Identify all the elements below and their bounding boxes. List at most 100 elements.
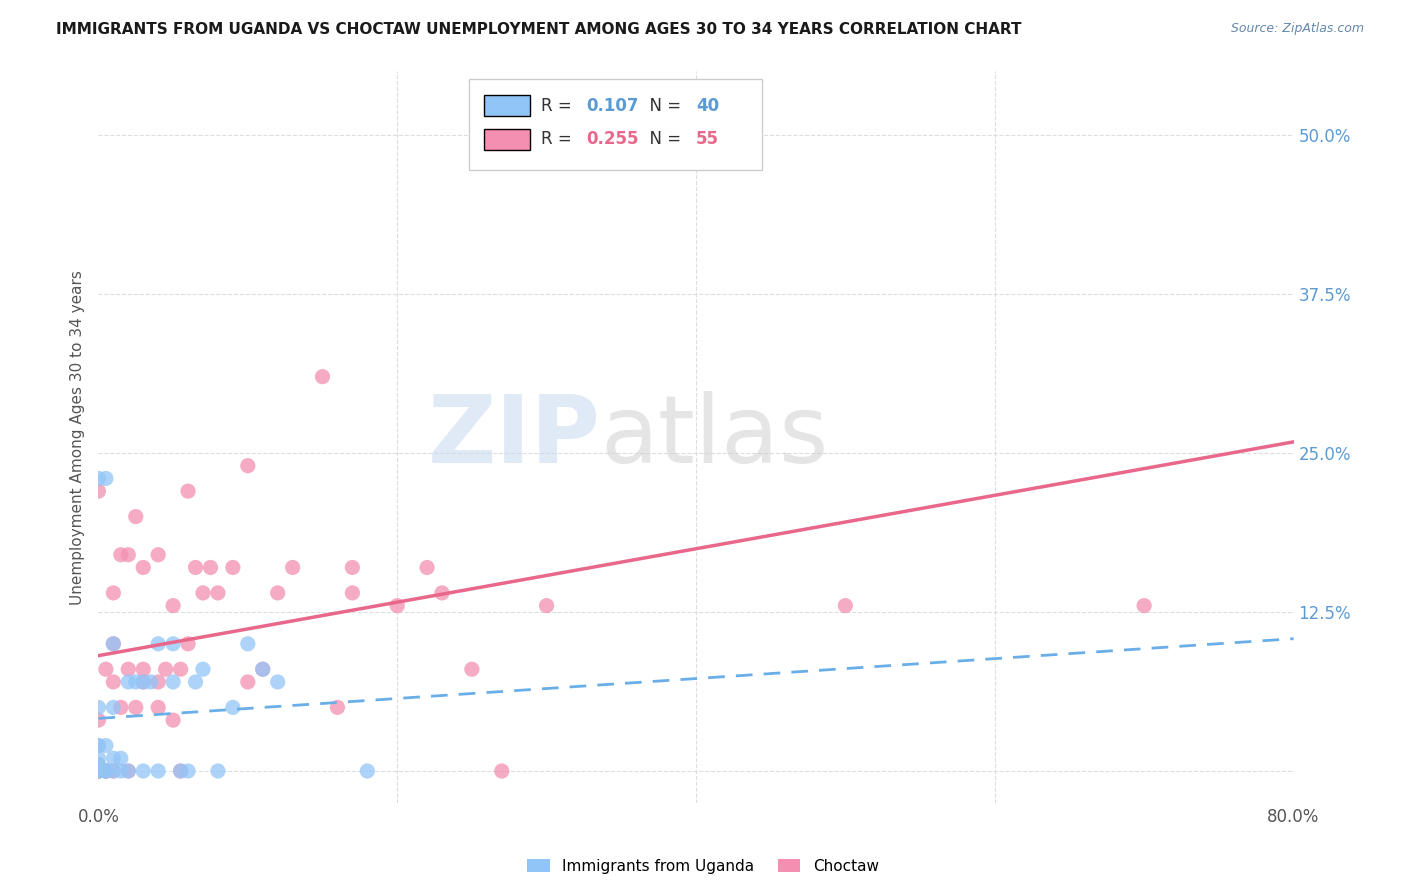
Point (169, 662, 191, 676)
Point (110, 700, 132, 714)
Point (132, 675, 155, 690)
FancyBboxPatch shape (470, 78, 762, 170)
Point (125, 675, 148, 690)
Point (139, 675, 162, 690)
Point (222, 560, 245, 574)
Text: Source: ZipAtlas.com: Source: ZipAtlas.com (1230, 22, 1364, 36)
Point (87, 764, 110, 778)
Point (103, 675, 125, 690)
Point (132, 675, 155, 690)
Point (148, 675, 170, 690)
Text: atlas: atlas (600, 391, 828, 483)
Point (87, 764, 110, 778)
Point (162, 675, 184, 690)
Text: 0.255: 0.255 (586, 130, 638, 148)
Point (342, 586, 364, 600)
Point (103, 637, 125, 651)
Point (117, 764, 139, 778)
Point (252, 662, 274, 676)
Point (87, 764, 110, 778)
Point (132, 560, 155, 574)
Point (103, 764, 125, 778)
Point (148, 700, 170, 714)
Text: ZIP: ZIP (427, 391, 600, 483)
Point (184, 560, 207, 574)
Point (117, 662, 139, 676)
Point (87, 713, 110, 727)
Point (267, 675, 290, 690)
Point (87, 764, 110, 778)
Text: R =: R = (541, 130, 576, 148)
Point (207, 586, 229, 600)
Point (103, 586, 125, 600)
Text: 40: 40 (696, 96, 718, 115)
Point (326, 700, 349, 714)
Point (252, 662, 274, 676)
Text: N =: N = (638, 96, 686, 115)
Text: R =: R = (541, 96, 576, 115)
Point (94, 662, 117, 676)
Point (162, 637, 184, 651)
Point (267, 586, 290, 600)
Y-axis label: Unemployment Among Ages 30 to 34 years: Unemployment Among Ages 30 to 34 years (69, 269, 84, 605)
Point (87, 757, 110, 772)
Point (87, 739, 110, 753)
Point (177, 484, 200, 499)
Point (200, 560, 222, 574)
Point (1133, 599, 1156, 613)
FancyBboxPatch shape (485, 95, 530, 116)
Point (169, 764, 191, 778)
Text: N =: N = (638, 130, 686, 148)
Point (103, 751, 125, 765)
Point (110, 548, 132, 562)
Point (155, 662, 177, 676)
Point (132, 662, 155, 676)
Point (430, 586, 453, 600)
Point (356, 764, 378, 778)
Point (461, 662, 484, 676)
Point (125, 700, 148, 714)
Point (148, 764, 170, 778)
Legend: Immigrants from Uganda, Choctaw: Immigrants from Uganda, Choctaw (522, 853, 884, 880)
Point (148, 548, 170, 562)
Point (162, 599, 184, 613)
Point (94, 764, 117, 778)
Point (610, 141, 633, 155)
Point (834, 599, 856, 613)
Point (94, 764, 117, 778)
Point (94, 764, 117, 778)
Point (94, 764, 117, 778)
Point (117, 548, 139, 562)
Point (416, 560, 439, 574)
Text: IMMIGRANTS FROM UGANDA VS CHOCTAW UNEMPLOYMENT AMONG AGES 30 TO 34 YEARS CORRELA: IMMIGRANTS FROM UGANDA VS CHOCTAW UNEMPL… (56, 22, 1022, 37)
Point (125, 509, 148, 524)
Point (87, 484, 110, 499)
Point (177, 764, 200, 778)
Point (281, 560, 304, 574)
Point (94, 471, 117, 485)
Point (87, 700, 110, 714)
Point (236, 675, 259, 690)
Point (169, 764, 191, 778)
Text: 55: 55 (696, 130, 718, 148)
Point (236, 637, 259, 651)
Point (207, 764, 229, 778)
Point (103, 700, 125, 714)
Point (311, 369, 333, 384)
Point (162, 713, 184, 727)
Point (87, 471, 110, 485)
Point (177, 637, 200, 651)
Point (491, 764, 513, 778)
Point (94, 739, 117, 753)
Point (132, 764, 155, 778)
Point (236, 458, 259, 473)
Point (342, 560, 364, 574)
Point (103, 764, 125, 778)
Point (87, 751, 110, 765)
FancyBboxPatch shape (485, 129, 530, 150)
Point (103, 637, 125, 651)
Point (87, 764, 110, 778)
Point (191, 586, 214, 600)
Point (110, 751, 132, 765)
Point (87, 764, 110, 778)
